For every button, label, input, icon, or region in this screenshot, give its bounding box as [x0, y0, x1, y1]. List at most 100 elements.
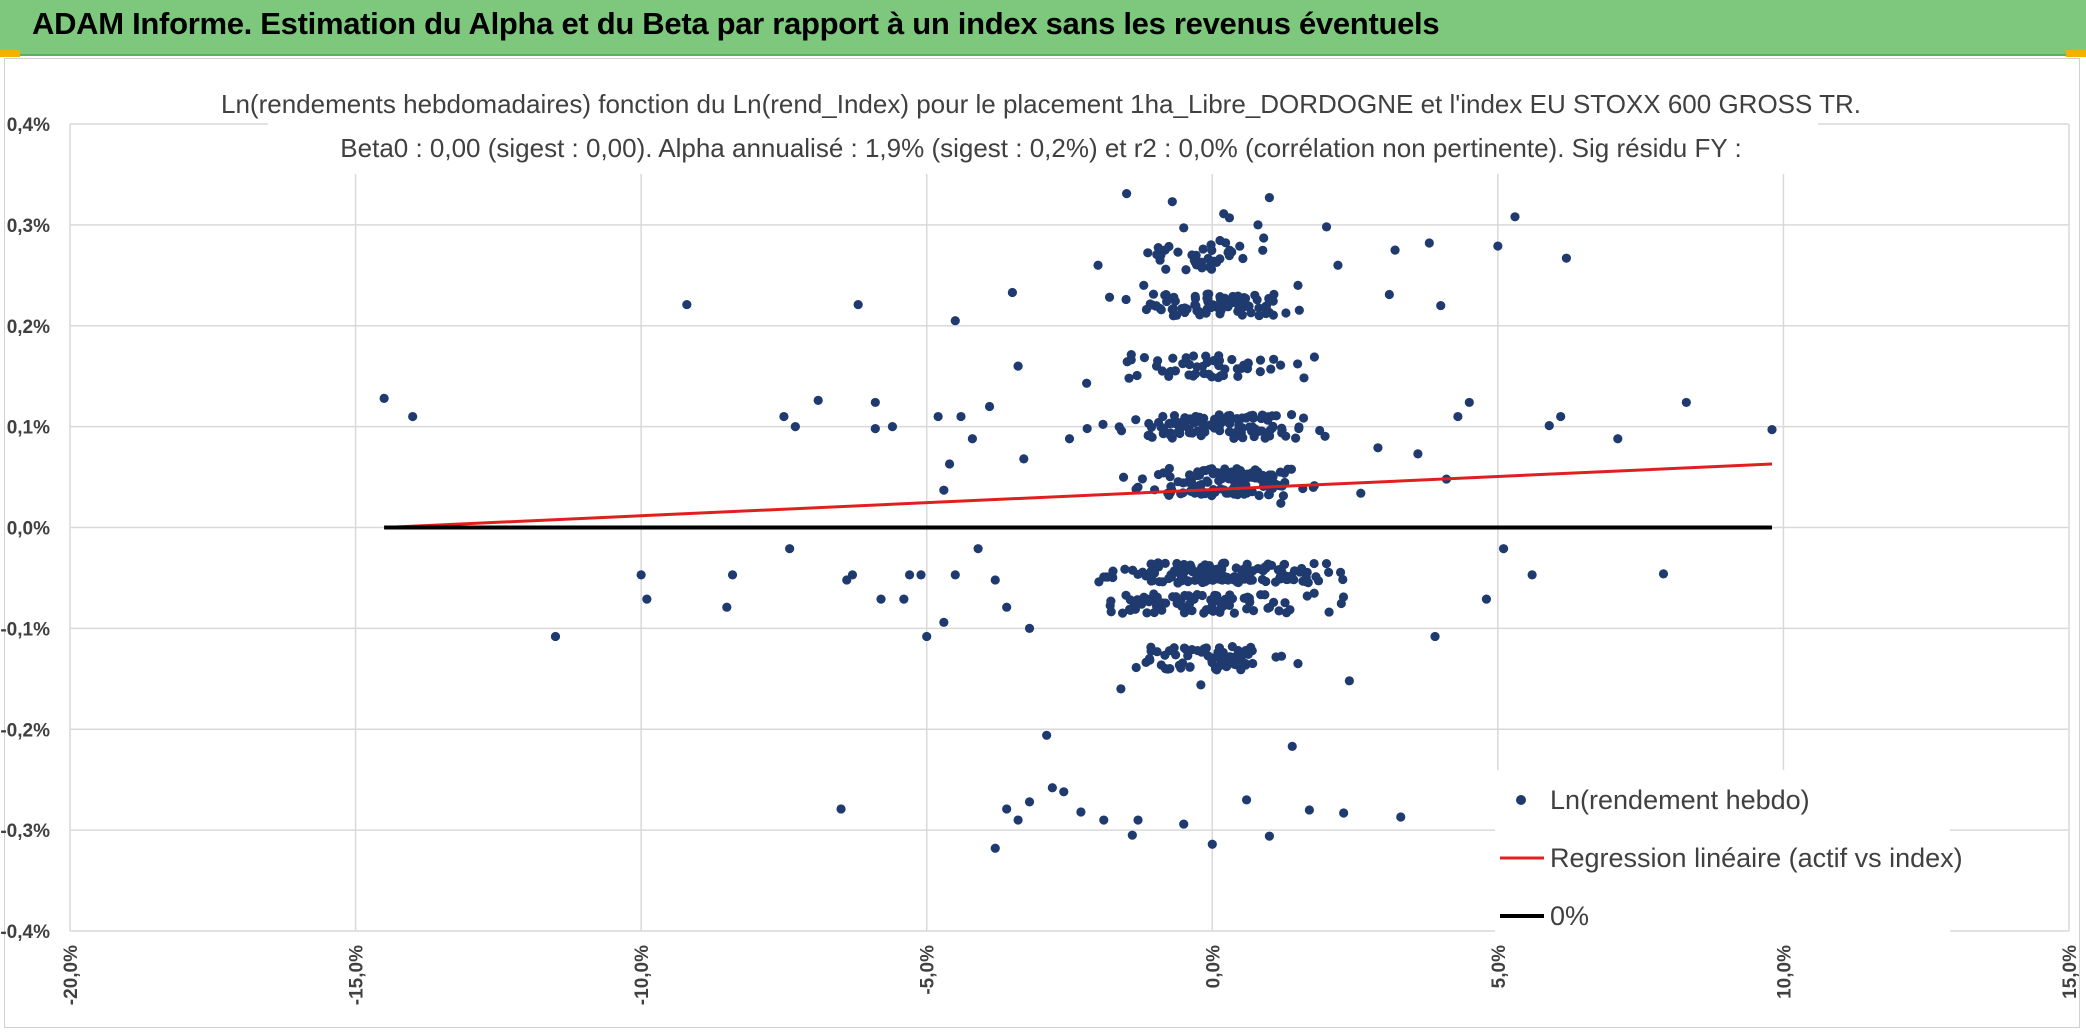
data-point: [1227, 354, 1237, 365]
data-point: [1139, 352, 1150, 363]
data-point: [1165, 664, 1175, 674]
data-point: [1165, 418, 1175, 428]
data-point: [1082, 378, 1092, 388]
data-point: [1199, 368, 1209, 379]
data-point: [1229, 608, 1239, 618]
data-point: [1161, 598, 1171, 608]
points-layer: [379, 189, 1777, 853]
data-point: [1269, 354, 1279, 364]
data-point: [1194, 480, 1204, 491]
data-point: [1169, 292, 1179, 302]
data-point: [1259, 233, 1269, 243]
data-point: [1181, 265, 1191, 275]
data-point: [1138, 567, 1148, 577]
data-point: [939, 485, 949, 495]
data-point: [1214, 475, 1224, 486]
data-point: [1144, 654, 1155, 664]
data-point: [682, 299, 692, 310]
data-point: [1197, 590, 1207, 601]
data-point: [1013, 815, 1023, 825]
data-point: [1146, 566, 1156, 576]
data-point: [1227, 594, 1238, 604]
data-point: [1309, 352, 1320, 362]
data-point: [727, 570, 738, 580]
title-backdrop: [268, 82, 1818, 174]
data-point: [1233, 371, 1243, 381]
x-tick-label: 15,0%: [2060, 945, 2081, 999]
data-point: [1279, 468, 1290, 478]
data-point: [1221, 600, 1231, 610]
data-point: [933, 411, 943, 422]
data-point: [1254, 303, 1264, 313]
data-point: [1413, 449, 1423, 459]
chart-frame: [4, 58, 2080, 1028]
data-point: [1269, 289, 1279, 299]
data-point: [1241, 570, 1251, 581]
data-point: [1263, 603, 1273, 613]
data-point: [1231, 563, 1241, 573]
data-point: [1436, 300, 1446, 311]
data-point: [1122, 189, 1132, 199]
data-point: [1207, 653, 1217, 663]
data-point: [1157, 366, 1167, 376]
data-point: [1099, 572, 1109, 582]
data-point: [1243, 358, 1253, 368]
data-point: [1099, 815, 1109, 825]
data-point: [950, 570, 960, 580]
data-point: [1209, 256, 1219, 266]
data-point: [1173, 247, 1183, 257]
data-point: [1258, 245, 1268, 255]
x-tick-label: 0,0%: [1203, 945, 1224, 988]
data-point: [1147, 559, 1157, 569]
data-point: [1175, 569, 1186, 580]
data-point: [1082, 423, 1092, 434]
data-point: [1185, 662, 1195, 672]
data-point: [1210, 664, 1221, 674]
data-point: [1007, 287, 1017, 298]
y-tick-label: 0,0%: [7, 519, 50, 540]
data-point: [836, 804, 846, 814]
corner-marker-left: [0, 50, 20, 57]
data-point: [1232, 364, 1242, 374]
data-point: [904, 570, 915, 580]
data-point: [550, 631, 561, 642]
data-point: [1257, 426, 1267, 436]
data-point: [847, 570, 858, 580]
data-point: [1238, 253, 1248, 264]
data-point: [1235, 465, 1245, 476]
report-title: ADAM Informe. Estimation du Alpha et du …: [32, 6, 1440, 41]
data-point: [1658, 569, 1669, 579]
data-point: [1266, 364, 1276, 374]
chart-subtitle: Beta0 : 0,00 (sigest : 0,00). Alpha annu…: [340, 133, 1741, 163]
data-point: [1295, 567, 1305, 577]
data-point: [1286, 571, 1297, 581]
y-tick-label: -0,2%: [0, 720, 50, 741]
data-point: [1117, 608, 1128, 618]
x-tick-label: 5,0%: [1489, 945, 1510, 988]
data-point: [1224, 469, 1234, 480]
data-point: [1203, 477, 1213, 487]
data-point: [1242, 469, 1252, 479]
data-point: [1293, 659, 1303, 669]
data-point: [1201, 351, 1211, 361]
data-point: [1235, 241, 1245, 251]
data-point: [1042, 730, 1052, 740]
data-point: [1510, 212, 1520, 222]
data-point: [1221, 488, 1231, 498]
data-point: [1294, 305, 1304, 315]
data-point: [1304, 805, 1314, 815]
data-point: [1196, 680, 1206, 690]
legend-label: 0%: [1550, 901, 1589, 931]
data-point: [1263, 490, 1274, 500]
legend-label: Regression linéaire (actif vs index): [1550, 843, 1963, 873]
data-point: [1254, 310, 1264, 321]
data-point: [1168, 311, 1179, 321]
data-point: [1250, 290, 1260, 300]
data-point: [379, 393, 389, 403]
data-point: [1544, 421, 1554, 431]
data-point: [1280, 598, 1290, 608]
data-point: [1126, 350, 1136, 360]
data-point: [813, 395, 823, 405]
y-tick-label: -0,1%: [0, 619, 50, 640]
data-point: [1338, 592, 1349, 602]
